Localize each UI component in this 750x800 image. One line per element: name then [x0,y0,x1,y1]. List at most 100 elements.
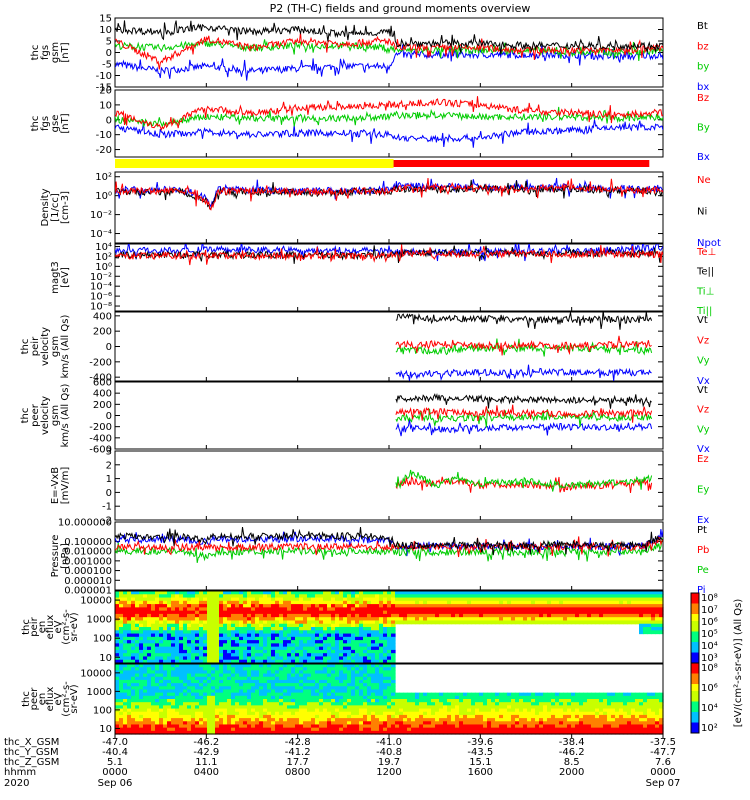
spectrogram-cell [639,594,644,599]
spectrogram-cell [359,730,364,735]
spectrogram-cell [207,620,212,625]
spectrogram-cell [151,594,156,599]
spectrogram-cell [195,594,200,599]
spectrogram-cell [135,620,140,625]
spectrogram-cell [415,695,420,700]
y-tick-label: 10 [99,653,112,664]
spectrogram-cell [263,653,268,658]
spectrogram-cell [455,699,460,703]
spectrogram-cell [359,714,364,719]
spectrogram-cell [303,686,308,691]
spectrogram-cell [159,676,164,681]
spectrogram-cell [611,613,616,618]
spectrogram-cell [131,670,136,675]
spectrogram-cell [375,653,380,658]
spectrogram-cell [363,643,368,648]
spectrogram-cell [511,708,516,713]
spectrogram-cell [551,724,556,729]
spectrogram-cell [595,724,600,729]
spectrogram-cell [247,718,252,722]
spectrogram-cell [643,718,648,722]
spectrogram-cell [127,724,132,729]
spectrogram-cell [523,617,528,622]
spectrogram-cell [223,607,228,612]
spectrogram-cell [531,607,536,612]
spectrogram-cell [547,610,552,615]
spectrogram-cell [263,708,268,713]
spectrogram-cell [187,699,192,703]
spectrogram-cell [171,670,176,675]
spectrogram-cell [567,594,572,599]
spectrogram-cell [419,607,424,612]
spectrogram-cell [423,617,428,622]
spectrogram-cell [211,670,216,675]
spectrogram-cell [327,643,332,648]
spectrogram-cell [327,604,332,608]
spectrogram-cell [139,620,144,625]
spectrogram-cell [371,630,376,635]
spectrogram-cell [427,699,432,703]
spectrogram-cell [271,664,276,668]
spectrogram-cell [339,664,344,668]
spectrogram-cell [459,702,464,706]
spectrogram-cell [231,683,236,687]
spectrogram-cell [387,643,392,648]
spectrogram-cell [371,676,376,681]
spectrogram-cell [331,659,336,664]
spectrogram-cell [439,724,444,729]
spectrogram-cell [179,623,184,628]
spectrogram-cell [539,702,544,706]
spectrogram-cell [307,670,312,675]
spectrogram-cell [295,643,300,648]
spectrogram-cell [603,721,608,726]
spectrogram-cell [367,727,372,732]
spectrogram-cell [639,627,644,631]
spectrogram-cell [207,667,212,671]
spectrogram-cell [519,597,524,602]
spectrogram-cell [367,683,372,687]
spectrogram-cell [195,656,200,661]
spectrogram-cell [375,620,380,625]
spectrogram-cell [431,591,436,595]
spectrogram-cell [203,718,208,722]
spectrogram-cell [347,597,352,602]
spectrogram-cell [519,702,524,706]
spectrogram-cell [611,591,616,595]
spectrogram-cell [143,664,148,668]
spectrogram-cell [519,714,524,719]
y-tick-label: 10² [95,172,112,183]
spectrogram-cell [331,673,336,678]
spectrogram-cell [255,610,260,615]
spectrogram-cell [499,620,504,625]
spectrogram-cell [535,702,540,706]
spectrogram-cell [427,711,432,716]
spectrogram-cell [371,673,376,678]
spectrogram-cell [343,646,348,651]
spectrogram-cell [195,721,200,726]
spectrogram-cell [443,714,448,719]
spectrogram-cell [447,699,452,703]
spectrogram-cell [311,689,316,694]
spectrogram-cell [187,670,192,675]
spectrogram-cell [311,730,316,735]
spectrogram-cell [211,640,216,644]
spectrogram-cell [611,714,616,719]
spectrogram-cell [263,676,268,681]
spectrogram-cell [251,718,256,722]
spectrogram-cell [363,656,368,661]
spectrogram-cell [291,702,296,706]
spectrogram-cell [159,620,164,625]
spectrogram-cell [311,591,316,595]
spectrogram-cell [115,627,120,631]
spectrogram-cell [315,705,320,710]
spectrogram-cell [603,607,608,612]
spectrogram-cell [119,607,124,612]
spectrogram-cell [503,714,508,719]
spectrogram-cell [227,597,232,602]
spectrogram-cell [651,727,656,732]
spectrogram-cell [571,730,576,735]
spectrogram-cell [139,724,144,729]
spectrogram-cell [455,718,460,722]
spectrogram-cell [419,613,424,618]
